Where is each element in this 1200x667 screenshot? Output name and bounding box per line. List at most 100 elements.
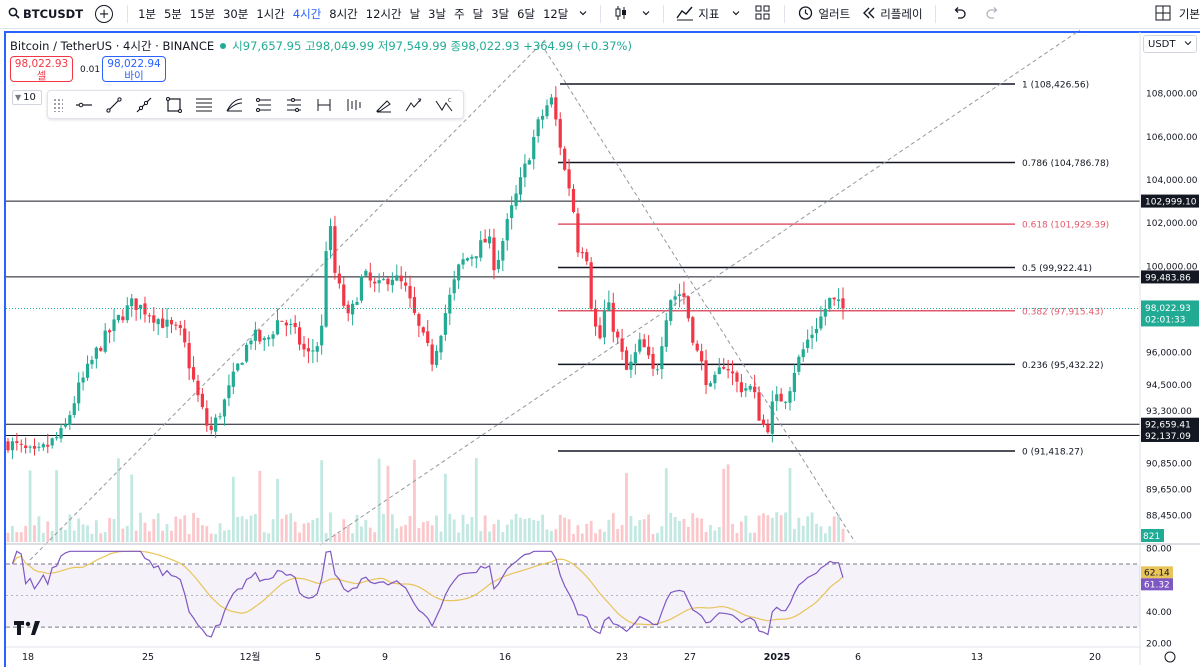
chevron-down-icon[interactable] [731, 7, 741, 21]
timeframe-group: 1분 5분 15분 30분 1시간 4시간 8시간 12시간 날 3날 주 달 3달 6달 12달 [134, 6, 572, 22]
timeframe-13[interactable]: 3달 [491, 7, 510, 21]
volume-bar [90, 533, 94, 542]
volume-bar [41, 532, 45, 542]
volume-bar [408, 515, 412, 542]
volume-bar [580, 533, 584, 542]
volume-bar [236, 517, 240, 542]
candle-body [280, 320, 284, 322]
replay-button[interactable]: 리플레이 [856, 6, 928, 22]
fib-level-label: 0.5 (99,922.41) [1022, 264, 1092, 274]
candle-body [138, 304, 143, 309]
volume-bar [439, 531, 443, 542]
timeframe-3[interactable]: 15분 [189, 7, 216, 21]
timeframe-2[interactable]: 5분 [163, 7, 182, 21]
settings-icon[interactable] [1164, 651, 1176, 663]
timeframe-4[interactable]: 30분 [223, 7, 249, 21]
redo-icon[interactable] [985, 6, 1000, 22]
candle-body [797, 356, 801, 372]
volume-bar [801, 525, 805, 542]
abc-pattern-icon[interactable]: C [429, 93, 459, 117]
volume-bar [426, 521, 430, 542]
alert-button[interactable]: 얼러트 [791, 4, 856, 24]
candle-body [41, 444, 45, 448]
candle-body [359, 276, 364, 301]
candle-body [174, 324, 178, 326]
volume-bar [638, 520, 642, 542]
level-price-tag [1141, 270, 1199, 284]
currency-label: USDT [1148, 38, 1176, 50]
drag-handle-icon[interactable] [53, 97, 63, 112]
fib-fan-icon[interactable] [219, 93, 249, 117]
candle-body [660, 346, 664, 370]
volume-bar [351, 533, 355, 542]
fib-retracement-icon[interactable] [189, 93, 219, 117]
volume-bar [254, 514, 257, 542]
timeframe-14[interactable]: 6달 [517, 7, 536, 21]
volume-bar [395, 528, 399, 542]
timeframe-11[interactable]: 주 [454, 7, 465, 21]
volume-bar [713, 530, 717, 542]
timeframe-7[interactable]: 8시간 [329, 7, 358, 21]
volume-bar [293, 521, 297, 542]
candle-body [337, 273, 341, 284]
candle-type-icon[interactable] [613, 5, 629, 24]
timeframe-6[interactable]: 4시간 [292, 7, 322, 21]
timeframe-15[interactable]: 12달 [543, 7, 569, 21]
trend-line-icon[interactable] [99, 93, 129, 117]
rsi-tick-label: 40.00 [1146, 608, 1172, 618]
brush-icon[interactable] [369, 93, 399, 117]
candle-body [32, 446, 37, 449]
volume-bar [744, 515, 748, 542]
chevron-down-icon[interactable] [578, 7, 588, 21]
elliott-wave-icon[interactable]: 5 [399, 93, 429, 117]
candle-body [169, 319, 174, 325]
volume-bar [174, 516, 178, 542]
chevron-down-icon[interactable] [641, 7, 651, 21]
quantity-stepper[interactable]: ▼ 10 [12, 90, 42, 105]
timeframe-5[interactable]: 1시간 [256, 7, 285, 21]
candle-body [68, 415, 72, 425]
sell-button[interactable]: 98,022.93 셀 [10, 56, 73, 82]
level-price-tag [1141, 194, 1199, 208]
volume-bar [607, 519, 611, 542]
bars-pattern-icon[interactable] [339, 93, 369, 117]
symbol-search[interactable]: BTCUSDT [0, 7, 91, 22]
candle-body [722, 367, 726, 369]
currency-select[interactable]: USDT [1143, 35, 1197, 53]
candle-body [761, 419, 766, 425]
indicators-button[interactable]: 지표 [670, 5, 725, 24]
search-icon [8, 7, 20, 22]
pitchfork-icon[interactable] [249, 93, 279, 117]
candle-body [209, 425, 213, 431]
candle-body [443, 313, 447, 335]
volume-bar [72, 530, 76, 542]
timeframe-12[interactable]: 달 [472, 7, 484, 21]
candle-body [390, 279, 394, 286]
candle-body [545, 105, 549, 117]
layout-grid-icon[interactable] [755, 5, 770, 23]
parallel-channel-icon[interactable] [279, 93, 309, 117]
horizontal-ray-icon[interactable] [69, 93, 99, 117]
compare-add-icon[interactable]: + [95, 5, 114, 23]
candle-body [399, 275, 403, 282]
ray-line-icon[interactable] [129, 93, 159, 117]
candle-body [726, 369, 730, 371]
layout-icon[interactable] [1155, 5, 1171, 24]
fib-level-label: 1 (108,426.56) [1022, 80, 1089, 90]
timeframe-9[interactable]: 날 [409, 7, 421, 21]
date-range-icon[interactable] [309, 93, 339, 117]
timeframe-8[interactable]: 12시간 [365, 7, 402, 21]
candle-body [514, 193, 518, 206]
timeframe-10[interactable]: 3날 [428, 7, 447, 21]
volume-bar [797, 517, 801, 542]
volume-bar [572, 533, 575, 542]
undo-icon[interactable] [952, 6, 966, 22]
timeframe-1[interactable]: 1분 [138, 7, 156, 21]
layout-name-label[interactable]: 기본 [1178, 7, 1200, 21]
candle-body [63, 424, 68, 427]
volume-bar [735, 533, 739, 542]
rectangle-icon[interactable] [159, 93, 189, 117]
rsi-value-label: 61.32 [1144, 580, 1170, 590]
buy-button[interactable]: 98,022.94 바이 [102, 56, 166, 82]
